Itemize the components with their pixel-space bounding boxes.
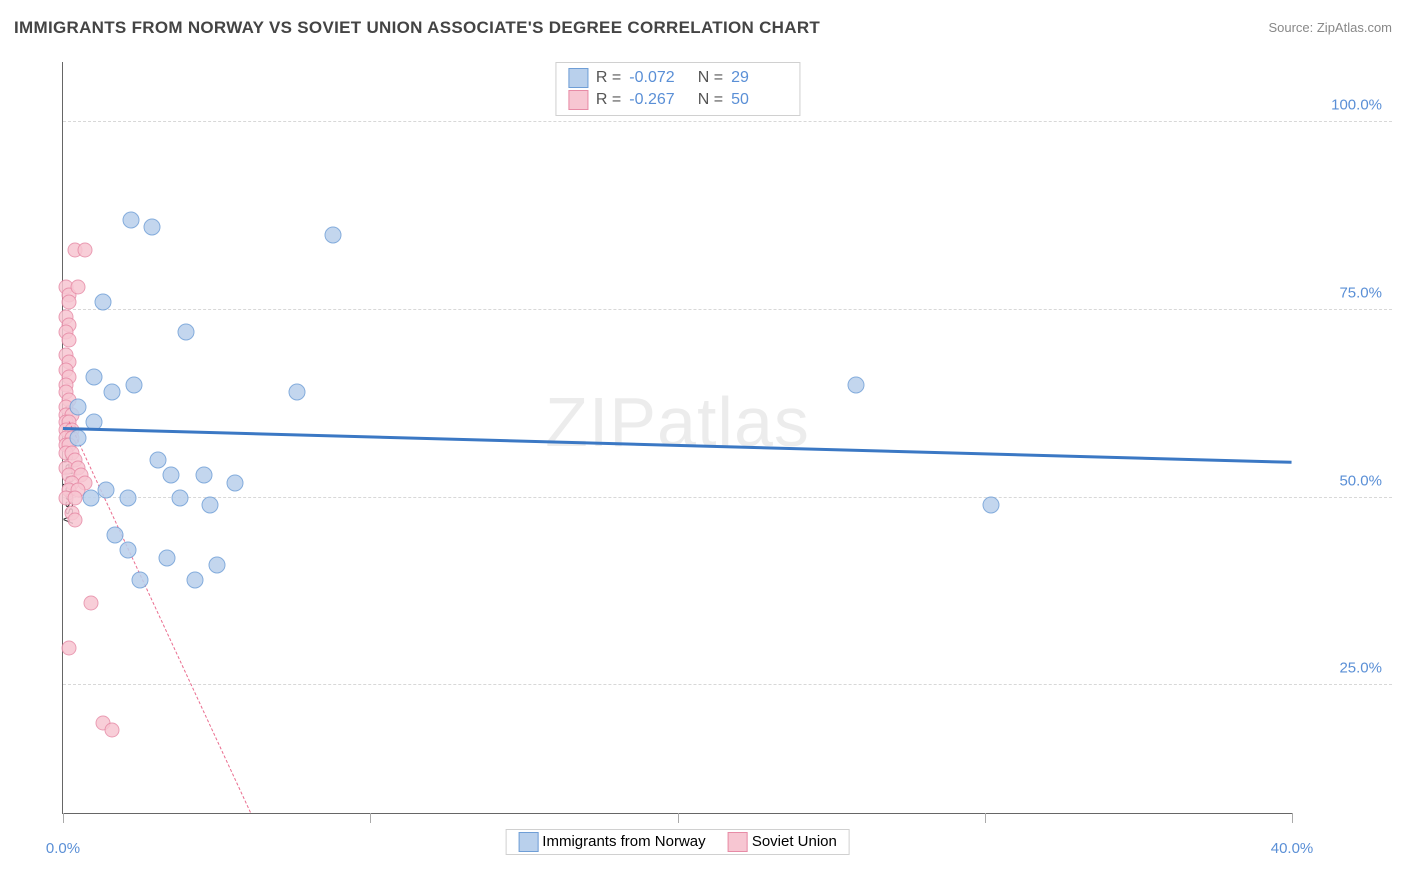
data-point — [227, 474, 244, 491]
data-point — [208, 557, 225, 574]
data-point — [131, 572, 148, 589]
data-point — [107, 527, 124, 544]
legend-label-1: Soviet Union — [752, 833, 837, 850]
data-point — [70, 399, 87, 416]
data-point — [125, 376, 142, 393]
x-tick — [678, 813, 679, 823]
legend-item-1: Soviet Union — [728, 832, 837, 852]
data-point — [98, 482, 115, 499]
data-point — [119, 542, 136, 559]
data-point — [82, 489, 99, 506]
n-label: N = — [693, 67, 723, 89]
plot-area: ZIPatlas R = -0.072 N = 29 R = -0.267 N … — [62, 62, 1292, 814]
y-tick-label: 100.0% — [1331, 97, 1382, 114]
data-point — [62, 332, 77, 347]
n-value-0: 29 — [731, 67, 787, 89]
stats-row-0: R = -0.072 N = 29 — [568, 67, 787, 89]
r-label: R = — [596, 89, 621, 111]
data-point — [68, 490, 83, 505]
data-point — [202, 497, 219, 514]
source-label: Source: ZipAtlas.com — [1268, 20, 1392, 35]
y-tick-label: 75.0% — [1339, 284, 1382, 301]
data-point — [94, 294, 111, 311]
data-point — [196, 467, 213, 484]
x-tick — [370, 813, 371, 823]
stats-legend: R = -0.072 N = 29 R = -0.267 N = 50 — [555, 62, 800, 116]
data-point — [77, 242, 92, 257]
data-point — [122, 211, 139, 228]
data-point — [162, 467, 179, 484]
data-point — [119, 489, 136, 506]
y-tick-label: 25.0% — [1339, 660, 1382, 677]
series-legend: Immigrants from Norway Soviet Union — [505, 829, 850, 855]
data-point — [105, 723, 120, 738]
trend-line — [69, 422, 251, 813]
data-point — [288, 384, 305, 401]
data-point — [71, 280, 86, 295]
r-value-1: -0.267 — [629, 89, 685, 111]
data-point — [159, 549, 176, 566]
swatch-soviet — [568, 90, 588, 110]
n-label: N = — [693, 89, 723, 111]
gridline — [63, 497, 1392, 498]
trend-line — [63, 427, 1292, 464]
data-point — [104, 384, 121, 401]
data-point — [62, 640, 77, 655]
legend-item-0: Immigrants from Norway — [518, 832, 706, 852]
data-point — [177, 324, 194, 341]
gridline — [63, 309, 1392, 310]
chart-title: IMMIGRANTS FROM NORWAY VS SOVIET UNION A… — [14, 18, 820, 37]
data-point — [62, 295, 77, 310]
data-point — [847, 376, 864, 393]
data-point — [325, 226, 342, 243]
gridline — [63, 684, 1392, 685]
watermark: ZIPatlas — [545, 382, 810, 462]
x-tick — [63, 813, 64, 823]
x-tick — [985, 813, 986, 823]
data-point — [70, 429, 87, 446]
data-point — [68, 513, 83, 528]
n-value-1: 50 — [731, 89, 787, 111]
title-bar: IMMIGRANTS FROM NORWAY VS SOVIET UNION A… — [14, 18, 1392, 44]
y-tick-label: 50.0% — [1339, 472, 1382, 489]
swatch-norway — [568, 68, 588, 88]
data-point — [187, 572, 204, 589]
data-point — [85, 369, 102, 386]
data-point — [144, 219, 161, 236]
legend-label-0: Immigrants from Norway — [542, 833, 705, 850]
data-point — [982, 497, 999, 514]
x-tick-label: 40.0% — [1271, 840, 1314, 857]
r-value-0: -0.072 — [629, 67, 685, 89]
data-point — [171, 489, 188, 506]
data-point — [83, 595, 98, 610]
gridline — [63, 121, 1392, 122]
x-tick-label: 0.0% — [46, 840, 80, 857]
legend-swatch-0 — [518, 832, 538, 852]
stats-row-1: R = -0.267 N = 50 — [568, 89, 787, 111]
x-tick — [1292, 813, 1293, 823]
legend-swatch-1 — [728, 832, 748, 852]
r-label: R = — [596, 67, 621, 89]
data-point — [150, 452, 167, 469]
chart-container: Associate's Degree ZIPatlas R = -0.072 N… — [14, 50, 1392, 878]
